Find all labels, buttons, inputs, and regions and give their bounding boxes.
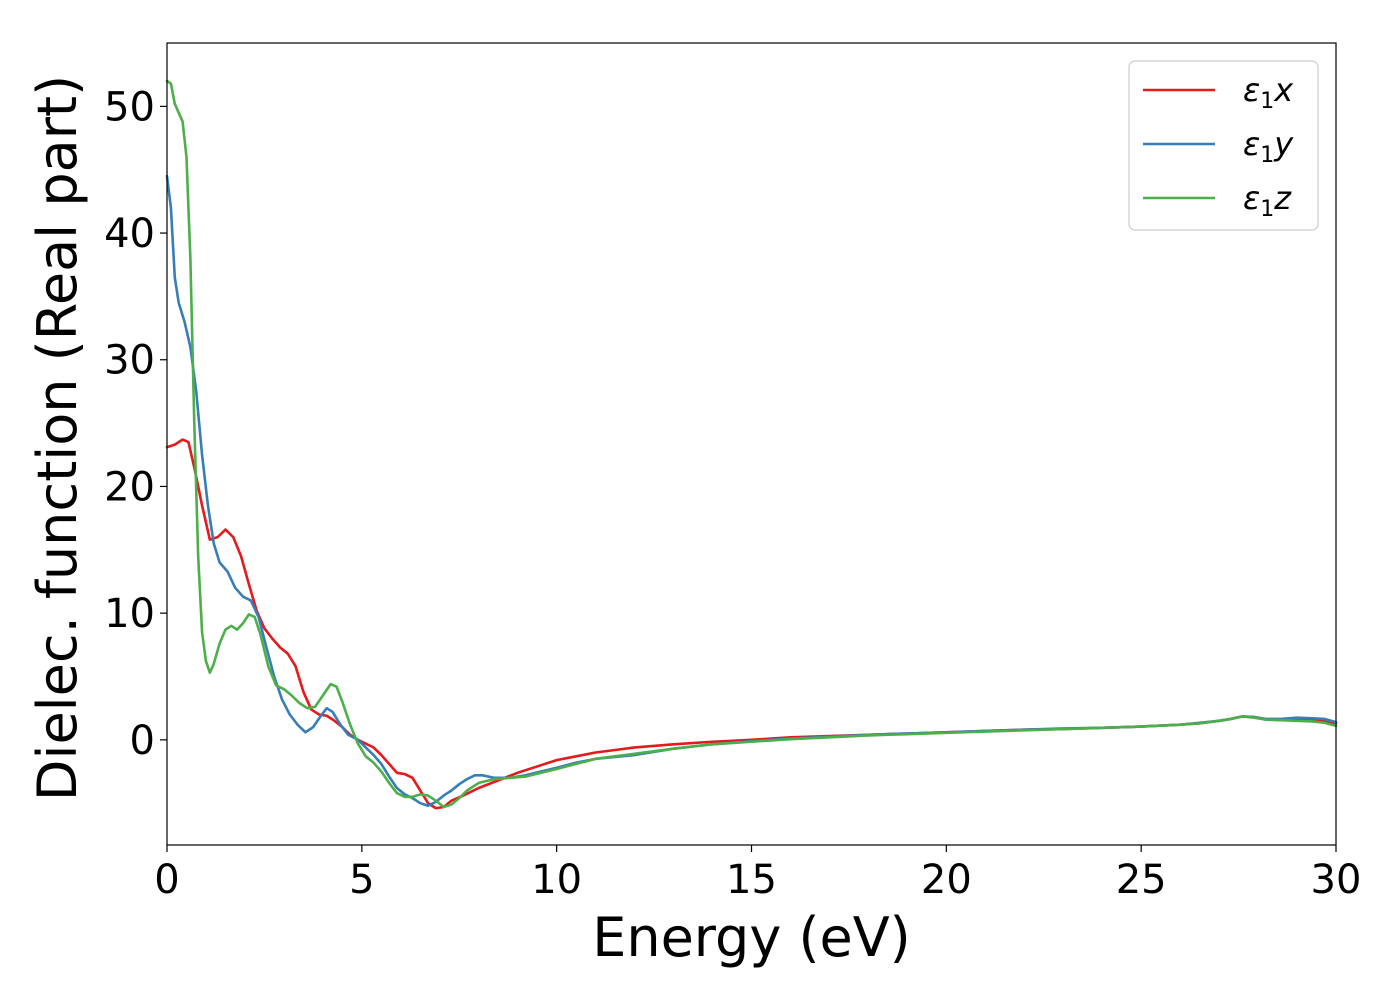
y-tick-label: 30 [104, 338, 155, 384]
y-tick-label: 50 [104, 84, 155, 130]
series-line-y [165, 174, 1338, 808]
x-tick-label: 15 [726, 857, 777, 903]
x-tick-label: 5 [349, 857, 374, 903]
x-axis-title: Energy (eV) [592, 906, 911, 969]
y-tick-label: 20 [104, 464, 155, 510]
y-tick-label: 40 [104, 211, 155, 257]
legend-label-x: ε1x [1243, 71, 1294, 114]
x-tick-label: 30 [1311, 857, 1362, 903]
ticks-layer: 0 5 10 15 20 25 30 0 10 20 30 40 50 [104, 84, 1361, 903]
legend-label-z: ε1z [1243, 179, 1292, 222]
y-axis-title: Dielec. function (Real part) [26, 75, 89, 801]
series-line-x [165, 438, 1338, 810]
x-tick-label: 0 [154, 857, 179, 903]
series-layer [165, 79, 1338, 810]
series-line-z [165, 79, 1338, 809]
y-tick-label: 0 [130, 718, 155, 764]
legend-box [1128, 60, 1319, 231]
y-tick-label: 10 [104, 591, 155, 637]
legend-label-y: ε1y [1243, 125, 1294, 168]
legend: ε1x ε1y ε1z [1128, 60, 1319, 231]
x-tick-label: 20 [921, 857, 972, 903]
x-tick-label: 10 [531, 857, 582, 903]
x-tick-label: 25 [1116, 857, 1167, 903]
